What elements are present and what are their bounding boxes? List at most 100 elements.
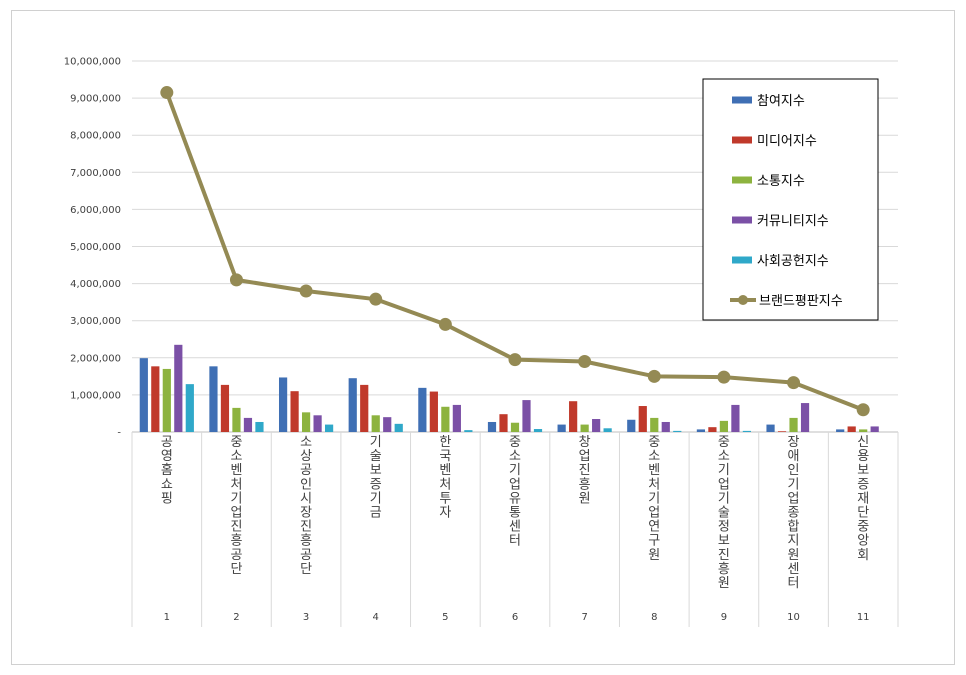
bar-커뮤니티지수	[522, 400, 531, 432]
point-브랜드평판지수	[578, 355, 592, 369]
bar-참여지수	[487, 421, 497, 432]
bar-참여지수	[209, 366, 218, 432]
bar-커뮤니티지수	[313, 415, 322, 432]
y-tick-label: 2,000,000	[70, 353, 121, 364]
bar-소통지수	[650, 417, 659, 432]
point-브랜드평판지수	[229, 273, 243, 287]
bar-미디어지수	[220, 384, 230, 432]
point-브랜드평판지수	[647, 369, 661, 383]
point-브랜드평판지수	[369, 292, 383, 306]
bar-사회공헌지수	[185, 384, 194, 432]
point-브랜드평판지수	[160, 86, 174, 100]
bar-참여지수	[696, 429, 706, 432]
y-tick-label: 10,000,000	[64, 57, 121, 68]
rank-label: 3	[303, 612, 309, 623]
bar-소통지수	[232, 407, 241, 432]
bar-커뮤니티지수	[174, 344, 183, 432]
bar-참여지수	[139, 358, 148, 432]
y-tick-label: -	[117, 428, 121, 439]
legend-label: 참여지수	[757, 94, 805, 109]
y-tick-label: 7,000,000	[70, 168, 121, 179]
y-tick-label: 4,000,000	[70, 279, 121, 290]
bar-참여지수	[766, 424, 775, 432]
legend-label: 미디어지수	[757, 134, 817, 149]
bar-미디어지수	[290, 391, 299, 432]
legend-label: 커뮤니티지수	[757, 214, 829, 229]
legend-swatch-미디어지수	[732, 136, 752, 144]
point-브랜드평판지수	[787, 376, 801, 390]
bar-참여지수	[418, 387, 427, 432]
bar-참여지수	[836, 429, 845, 432]
legend-swatch-참여지수	[732, 96, 752, 104]
bar-소통지수	[719, 420, 729, 432]
bar-커뮤니티지수	[731, 404, 740, 432]
bar-미디어지수	[360, 384, 369, 432]
rank-label: 5	[442, 612, 448, 623]
y-tick-label: 1,000,000	[70, 390, 121, 401]
bar-참여지수	[557, 424, 566, 432]
bar-미디어지수	[151, 366, 160, 432]
bar-커뮤니티지수	[592, 419, 601, 432]
legend-marker-브랜드평판지수	[738, 295, 748, 305]
bar-소통지수	[301, 412, 311, 432]
y-tick-label: 9,000,000	[70, 94, 121, 105]
bar-커뮤니티지수	[452, 404, 461, 432]
rank-label: 7	[581, 612, 587, 623]
bar-사회공헌지수	[603, 428, 612, 432]
legend-box	[702, 78, 879, 321]
legend-swatch-커뮤니티지수	[732, 216, 752, 224]
bar-참여지수	[278, 377, 288, 432]
y-tick-label: 3,000,000	[70, 316, 121, 327]
bar-미디어지수	[638, 406, 647, 432]
point-브랜드평판지수	[438, 317, 452, 331]
point-브랜드평판지수	[299, 284, 313, 298]
rank-label: 11	[857, 612, 870, 623]
bar-사회공헌지수	[394, 423, 403, 432]
rank-label: 2	[233, 612, 239, 623]
bar-소통지수	[580, 424, 589, 432]
legend-label: 사회공헌지수	[757, 254, 829, 269]
legend-swatch-소통지수	[732, 176, 752, 184]
bar-사회공헌지수	[533, 429, 543, 432]
rank-label: 1	[164, 612, 170, 623]
rank-label: 9	[721, 612, 727, 623]
legend-swatch-사회공헌지수	[732, 256, 752, 264]
y-tick-label: 5,000,000	[70, 242, 121, 253]
bar-커뮤니티지수	[800, 403, 810, 432]
rank-label: 10	[787, 612, 800, 623]
bar-미디어지수	[777, 431, 787, 432]
point-브랜드평판지수	[717, 370, 731, 384]
bar-소통지수	[789, 417, 798, 432]
bar-커뮤니티지수	[870, 426, 879, 432]
bar-소통지수	[371, 415, 380, 432]
rank-label: 4	[373, 612, 379, 623]
bar-사회공헌지수	[742, 430, 752, 432]
bar-미디어지수	[847, 426, 856, 432]
bar-미디어지수	[569, 401, 578, 432]
bar-사회공헌지수	[673, 430, 682, 432]
point-브랜드평판지수	[508, 353, 522, 367]
bar-커뮤니티지수	[383, 417, 392, 432]
bar-사회공헌지수	[255, 421, 264, 432]
y-tick-label: 8,000,000	[70, 131, 121, 142]
bar-참여지수	[348, 378, 357, 432]
bar-커뮤니티지수	[661, 421, 670, 432]
bar-사회공헌지수	[464, 430, 473, 432]
bar-소통지수	[162, 368, 171, 432]
point-브랜드평판지수	[856, 403, 870, 417]
legend-label: 소통지수	[757, 174, 805, 189]
rank-label: 6	[512, 612, 518, 623]
bar-소통지수	[441, 406, 450, 432]
bar-미디어지수	[499, 414, 508, 432]
